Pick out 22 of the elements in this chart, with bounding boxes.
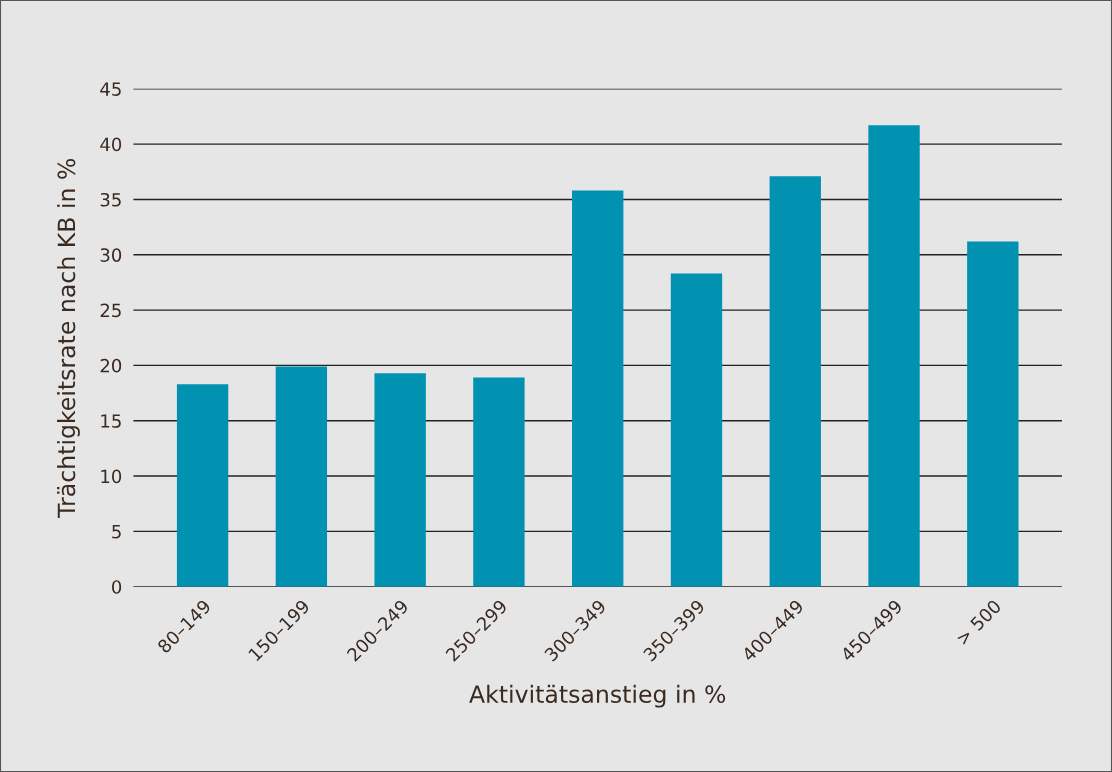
bar bbox=[670, 273, 723, 587]
bar bbox=[374, 373, 426, 587]
y-tick-label: 40 bbox=[100, 137, 122, 152]
y-tick-label: 20 bbox=[100, 358, 122, 373]
bar bbox=[176, 384, 229, 587]
x-axis-title: Aktivitätsanstieg in % bbox=[469, 684, 726, 708]
y-tick-label: 10 bbox=[101, 469, 122, 484]
y-tick-label: 25 bbox=[100, 303, 121, 318]
y-tick-label: 0 bbox=[112, 580, 122, 594]
y-axis-title: Trächtigkeitsrate nach KB in % bbox=[57, 158, 80, 518]
y-tick-label: 15 bbox=[101, 414, 121, 428]
bar bbox=[473, 377, 525, 587]
bar bbox=[868, 125, 920, 587]
bar bbox=[769, 176, 821, 587]
y-tick-label: 5 bbox=[112, 525, 121, 539]
bar bbox=[275, 366, 328, 587]
x-tick-label: > 500 bbox=[955, 598, 1002, 646]
bar bbox=[572, 190, 624, 587]
y-tick-label: 45 bbox=[100, 82, 121, 96]
bar bbox=[967, 241, 1019, 587]
y-tick-label: 35 bbox=[100, 192, 121, 207]
y-tick-label: 30 bbox=[100, 248, 122, 262]
